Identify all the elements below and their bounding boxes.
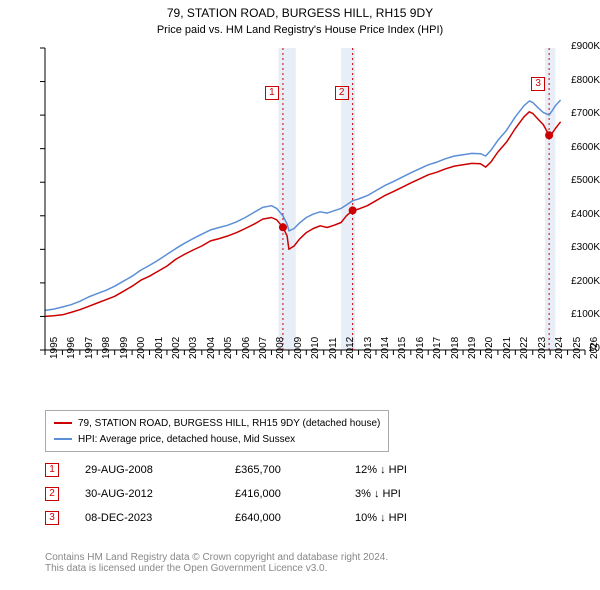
table-row: 2 30-AUG-2012£416,0003% ↓ HPI	[45, 482, 515, 506]
transaction-delta: 12% ↓ HPI	[355, 464, 515, 476]
transaction-marker-box: 3	[531, 77, 545, 91]
transaction-table: 1 29-AUG-2008£365,70012% ↓ HPI 2 30-AUG-201…	[45, 458, 515, 530]
legend-text: 79, STATION ROAD, BURGESS HILL, RH15 9DY…	[78, 418, 380, 429]
transaction-price: £416,000	[235, 488, 355, 500]
legend-item: 79, STATION ROAD, BURGESS HILL, RH15 9DY…	[54, 415, 380, 431]
transaction-date: 29-AUG-2008	[85, 464, 235, 476]
transaction-price: £640,000	[235, 512, 355, 524]
table-row: 3 08-DEC-2023£640,00010% ↓ HPI	[45, 506, 515, 530]
legend-swatch	[54, 438, 72, 440]
table-row: 1 29-AUG-2008£365,70012% ↓ HPI	[45, 458, 515, 482]
transaction-date: 08-DEC-2023	[85, 512, 235, 524]
footer-line2: This data is licensed under the Open Gov…	[45, 563, 388, 574]
transaction-delta: 10% ↓ HPI	[355, 512, 515, 524]
legend-text: HPI: Average price, detached house, Mid …	[78, 434, 295, 445]
transaction-date: 30-AUG-2012	[85, 488, 235, 500]
transaction-id-box: 2	[45, 487, 59, 501]
transaction-marker-box: 1	[265, 86, 279, 100]
transaction-price: £365,700	[235, 464, 355, 476]
transaction-id-box: 3	[45, 511, 59, 525]
attribution-footer: Contains HM Land Registry data © Crown c…	[45, 552, 388, 574]
transaction-marker-box: 2	[335, 86, 349, 100]
transaction-delta: 3% ↓ HPI	[355, 488, 515, 500]
legend-item: HPI: Average price, detached house, Mid …	[54, 431, 380, 447]
legend-swatch	[54, 422, 72, 424]
legend: 79, STATION ROAD, BURGESS HILL, RH15 9DY…	[45, 410, 389, 452]
transaction-id-box: 1	[45, 463, 59, 477]
footer-line1: Contains HM Land Registry data © Crown c…	[45, 552, 388, 563]
